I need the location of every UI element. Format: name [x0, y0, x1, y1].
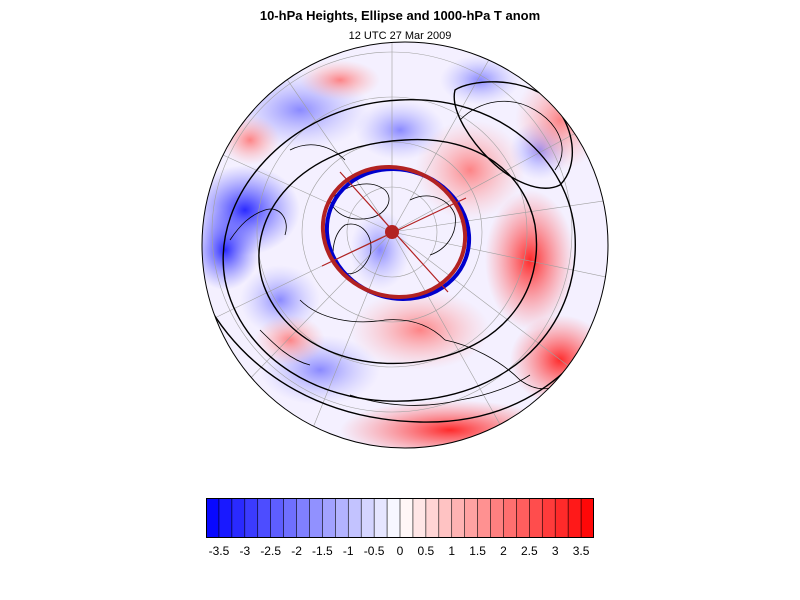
map-title: 10-hPa Heights, Ellipse and 1000-hPa T a… — [259, 8, 541, 23]
colorbar-bin — [218, 498, 233, 538]
colorbar-tick-label: -3 — [239, 544, 251, 558]
colorbar-bin — [244, 498, 259, 538]
coastlines — [229, 100, 576, 406]
colorbar-bin — [477, 498, 492, 538]
colorbar-bin — [231, 498, 246, 538]
colorbar-bin — [399, 498, 414, 538]
colorbar-bin — [529, 498, 543, 538]
colorbar-frame — [206, 498, 594, 538]
colorbar-bin — [347, 498, 362, 538]
colorbar-tick-label: -1 — [342, 544, 354, 558]
colorbar-tick-label: 2 — [500, 544, 507, 558]
colorbar-bin — [516, 498, 530, 538]
colorbar-bin — [425, 498, 440, 538]
colorbar-tick-label: -2 — [291, 544, 302, 558]
colorbar-bin — [296, 498, 311, 538]
graticule — [202, 42, 608, 448]
colorbar-bin — [464, 498, 479, 538]
colorbar-tick-label: 2.5 — [520, 544, 538, 558]
vortex-ellipse — [320, 165, 472, 301]
colorbar-tick-label: 0.5 — [417, 544, 435, 558]
height-contours — [204, 81, 601, 423]
colorbar-bin — [386, 498, 401, 538]
colorbar-tick-label: -2.5 — [260, 544, 281, 558]
colorbar-bin — [541, 498, 556, 538]
ellipse-center-marker — [385, 225, 399, 239]
colorbar-bin — [580, 498, 594, 538]
colorbar-bin — [206, 498, 220, 538]
temperature-anomaly-field — [202, 42, 608, 448]
colorbar-tick-label: 1.5 — [469, 544, 486, 558]
colorbar-bin — [270, 498, 285, 538]
colorbar-tick-label: -0.5 — [363, 544, 385, 558]
colorbar-bin — [309, 498, 324, 538]
colorbar-tick-label: 3.5 — [572, 544, 590, 558]
colorbar-bin — [503, 498, 518, 538]
colorbar — [206, 498, 594, 538]
colorbar-bin — [412, 498, 427, 538]
map-boundary — [201, 41, 609, 449]
colorbar-bin — [438, 498, 453, 538]
colorbar-tick-label: 1 — [448, 544, 456, 558]
colorbar-bin — [335, 498, 349, 538]
colorbar-bin — [451, 498, 466, 538]
map-subtitle: 12 UTC 27 Mar 2009 — [348, 30, 452, 42]
colorbar-tick-label: -3.5 — [208, 544, 230, 558]
colorbar-bin — [322, 498, 336, 538]
colorbar-bin — [373, 498, 388, 538]
colorbar-tick-label: 3 — [551, 544, 559, 558]
colorbar-bin — [283, 498, 298, 538]
colorbar-bin — [360, 498, 375, 538]
colorbar-tick-label: -1.5 — [312, 544, 333, 558]
colorbar-bin — [567, 498, 582, 538]
colorbar-bin — [490, 498, 505, 538]
colorbar-bin — [554, 498, 569, 538]
colorbar-bin — [257, 498, 272, 538]
colorbar-tick-label: 0 — [396, 544, 404, 558]
